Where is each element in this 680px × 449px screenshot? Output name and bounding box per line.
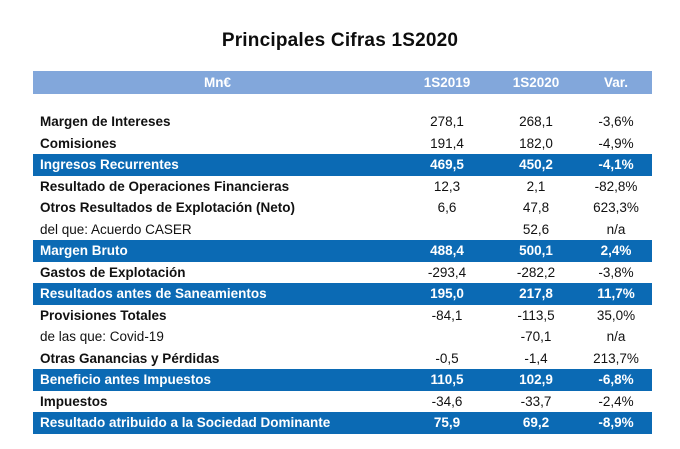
column-header-1s2019: 1S2019 xyxy=(423,75,471,90)
value-1s2019: 195,0 xyxy=(430,286,464,302)
value-variation: n/a xyxy=(606,221,626,237)
row-label: del que: Acuerdo CASER xyxy=(40,221,192,237)
value-1s2020: -33,7 xyxy=(520,393,552,409)
row-label: Otras Ganancias y Pérdidas xyxy=(40,350,220,366)
value-variation: 623,3% xyxy=(593,200,639,216)
value-variation: -4,9% xyxy=(598,135,634,151)
row-label: Ingresos Recurrentes xyxy=(40,157,179,173)
row-label: Margen Bruto xyxy=(40,243,128,259)
table-row: Gastos de Explotación -293,4 -282,2 -3,8% xyxy=(33,261,652,283)
column-header-1s2020: 1S2020 xyxy=(512,75,560,90)
column-header-var: Var. xyxy=(603,75,629,90)
value-1s2019: -84,1 xyxy=(431,307,463,323)
table-row: Impuestos -34,6 -33,7 -2,4% xyxy=(33,390,652,412)
table-row: Ingresos Recurrentes 469,5 450,2 -4,1% xyxy=(33,154,652,176)
row-label: Margen de Intereses xyxy=(40,114,171,130)
table-body: Margen de Intereses 278,1 268,1 -3,6% Comisi… xyxy=(33,111,652,434)
value-1s2020: 47,8 xyxy=(522,200,550,216)
row-label: Provisiones Totales xyxy=(40,307,167,323)
value-1s2019: 6,6 xyxy=(437,200,457,216)
value-1s2019: 469,5 xyxy=(430,157,464,173)
row-label: Resultado atribuido a la Sociedad Domina… xyxy=(40,415,331,431)
value-1s2020: -282,2 xyxy=(516,264,556,280)
value-variation: -2,4% xyxy=(598,393,634,409)
value-variation: 2,4% xyxy=(600,243,632,259)
value-1s2020: 450,2 xyxy=(519,157,553,173)
value-variation: -3,6% xyxy=(598,114,634,130)
table-row: Comisiones 191,4 182,0 -4,9% xyxy=(33,132,652,154)
value-1s2019: -293,4 xyxy=(427,264,467,280)
value-1s2019: 488,4 xyxy=(430,243,464,259)
value-1s2019: -34,6 xyxy=(431,393,463,409)
value-1s2020: -113,5 xyxy=(517,307,555,323)
table-row: Margen de Intereses 278,1 268,1 -3,6% xyxy=(33,111,652,133)
row-label: Resultados antes de Saneamientos xyxy=(40,286,267,302)
value-1s2020: 102,9 xyxy=(519,372,553,388)
table-header-row: Mn€ 1S2019 1S2020 Var. xyxy=(33,71,652,94)
table-row: Resultado de Operaciones Financieras 12,3… xyxy=(33,175,652,197)
value-variation: -4,1% xyxy=(598,157,634,173)
value-variation: -3,8% xyxy=(598,264,634,280)
value-1s2020: 500,1 xyxy=(519,243,553,259)
value-1s2020: -70,1 xyxy=(520,329,552,345)
table-row: de las que: Covid-19 -70,1 n/a xyxy=(33,326,652,348)
table-row: Beneficio antes Impuestos 110,5 102,9 -6,8% xyxy=(33,369,652,391)
value-variation: n/a xyxy=(606,329,626,345)
value-1s2019: 110,5 xyxy=(430,372,464,388)
value-1s2020: 2,1 xyxy=(526,178,546,194)
table-row: Provisiones Totales -84,1 -113,5 35,0% xyxy=(33,304,652,326)
value-1s2020: 268,1 xyxy=(519,114,553,130)
value-1s2020: 52,6 xyxy=(522,221,550,237)
table-row: Otras Ganancias y Pérdidas -0,5 -1,4 213,7% xyxy=(33,347,652,369)
row-label: Otros Resultados de Explotación (Neto) xyxy=(40,200,296,216)
value-variation: -8,9% xyxy=(598,415,634,431)
value-1s2020: -1,4 xyxy=(524,350,548,366)
value-1s2020: 217,8 xyxy=(519,286,553,302)
row-label: Impuestos xyxy=(40,393,108,409)
value-variation: 11,7% xyxy=(597,286,635,302)
value-1s2019: 191,4 xyxy=(430,135,464,151)
table-row: Otros Resultados de Explotación (Neto) 6,… xyxy=(33,197,652,219)
value-variation: 35,0% xyxy=(596,307,636,323)
row-label: de las que: Covid-19 xyxy=(40,329,164,345)
table-row: Resultados antes de Saneamientos 195,0 217… xyxy=(33,283,652,305)
table-row: Margen Bruto 488,4 500,1 2,4% xyxy=(33,240,652,262)
value-variation: 213,7% xyxy=(593,350,639,366)
value-1s2019: -0,5 xyxy=(435,350,459,366)
table-row: del que: Acuerdo CASER 52,6 n/a xyxy=(33,218,652,240)
row-label: Resultado de Operaciones Financieras xyxy=(40,178,290,194)
value-1s2019: 12,3 xyxy=(433,178,461,194)
row-label: Gastos de Explotación xyxy=(40,264,186,280)
financial-table: Mn€ 1S2019 1S2020 Var. Margen de Interes… xyxy=(33,71,652,434)
value-1s2020: 69,2 xyxy=(522,415,550,431)
value-variation: -82,8% xyxy=(594,178,638,194)
row-label: Comisiones xyxy=(40,135,117,151)
page-title: Principales Cifras 1S2020 xyxy=(221,30,459,51)
column-header-mn-eur: Mn€ xyxy=(204,75,231,90)
value-1s2019: 278,1 xyxy=(430,114,464,130)
value-1s2020: 182,0 xyxy=(519,135,553,151)
value-1s2019: 75,9 xyxy=(433,415,461,431)
table-row: Resultado atribuido a la Sociedad Domina… xyxy=(33,412,652,434)
row-label: Beneficio antes Impuestos xyxy=(40,372,212,388)
value-variation: -6,8% xyxy=(598,372,634,388)
